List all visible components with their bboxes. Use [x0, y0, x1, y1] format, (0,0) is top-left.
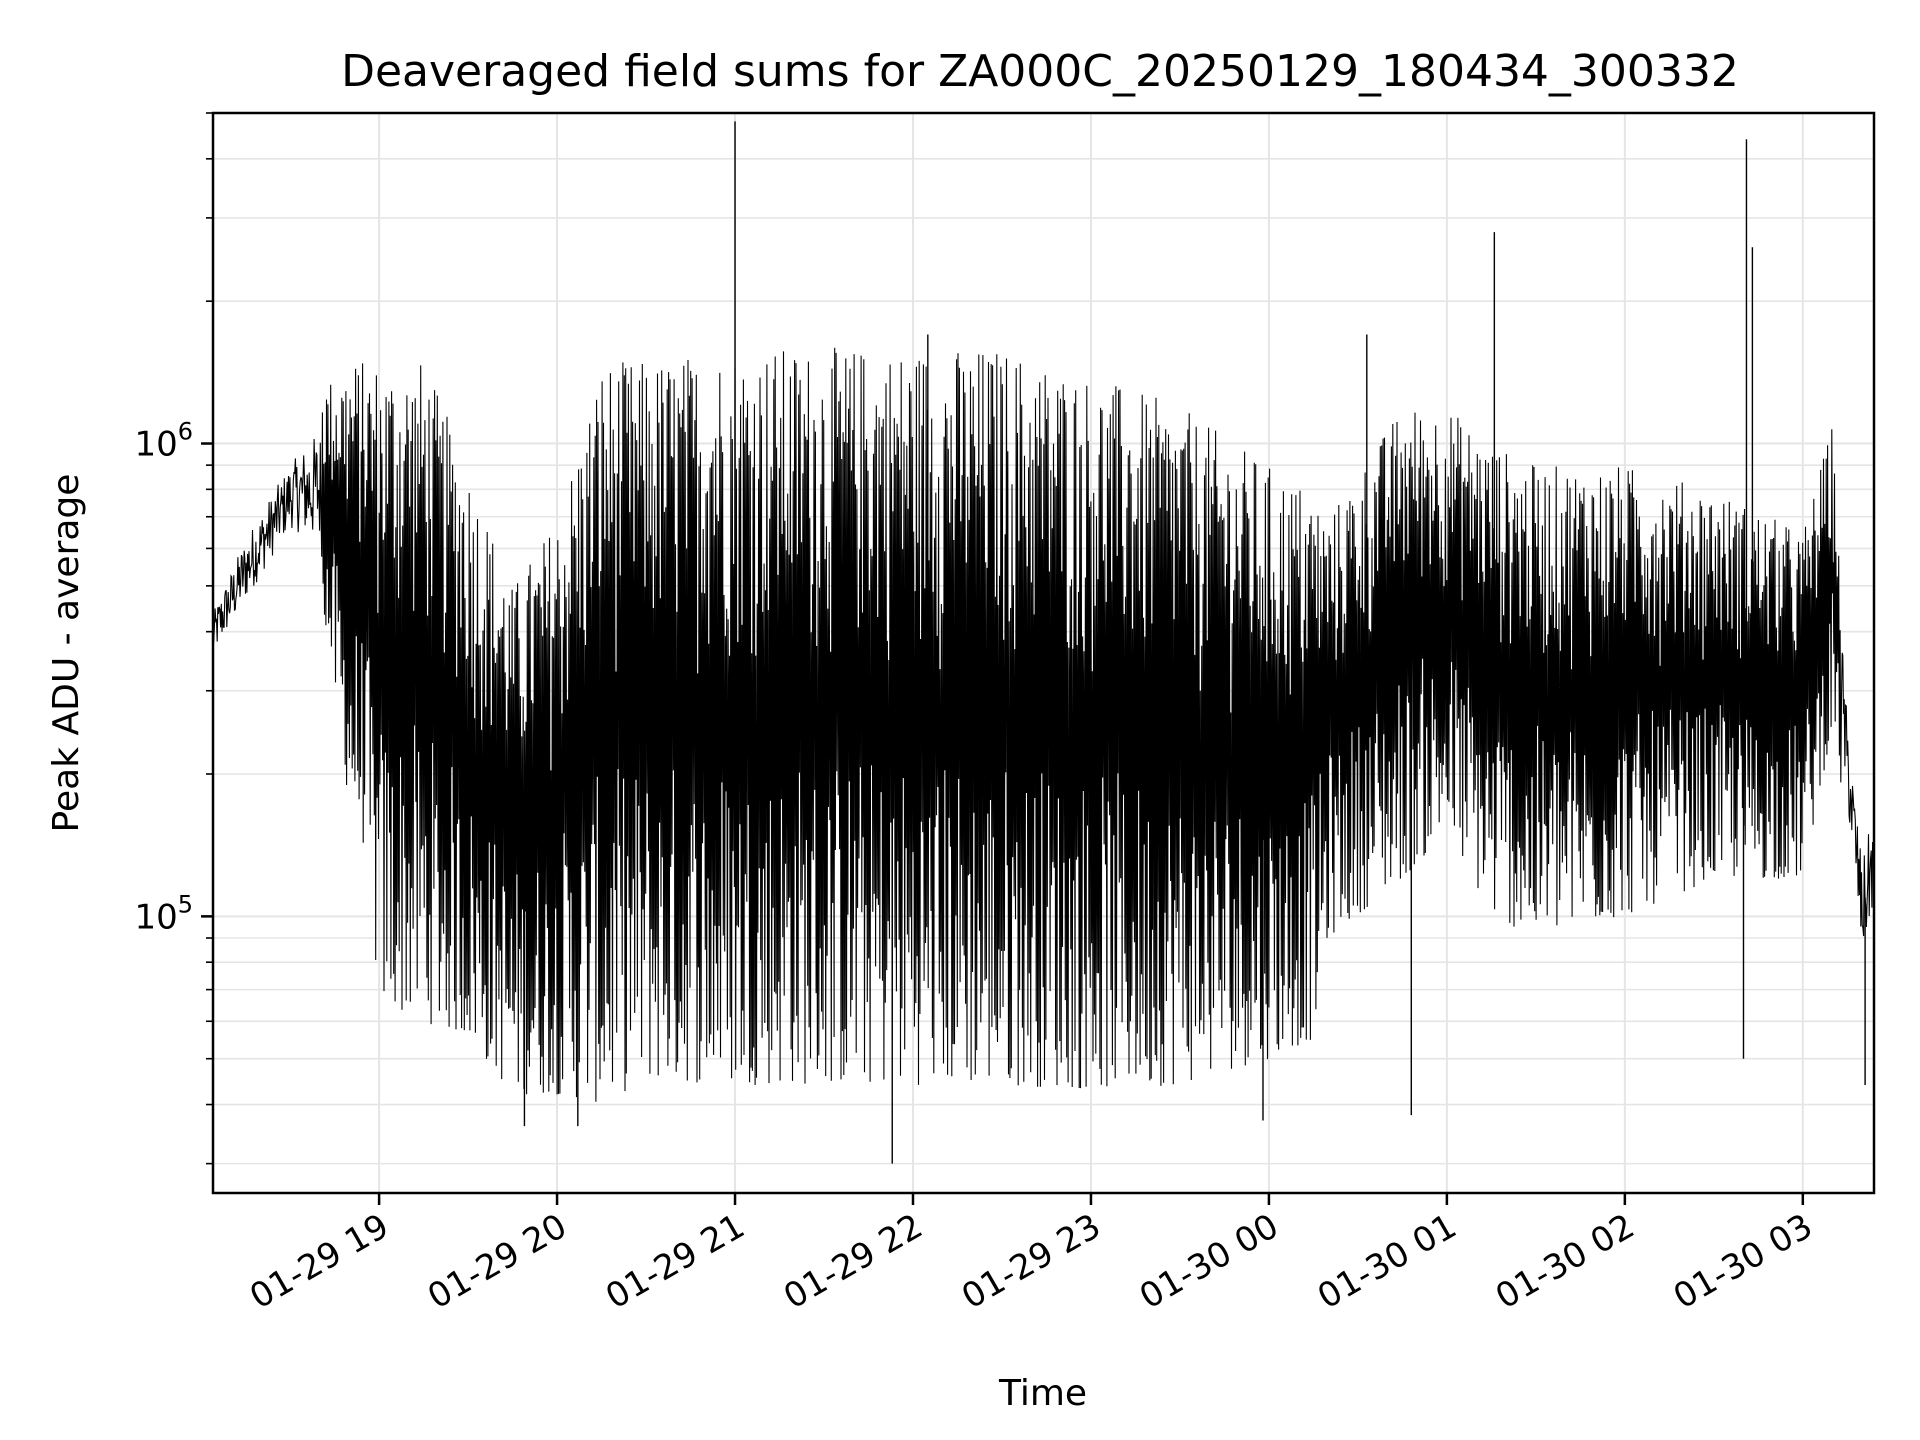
plot-frame — [211, 111, 1876, 1195]
y-axis-label: Peak ADU - average — [46, 474, 87, 833]
series-trace — [213, 121, 1874, 1164]
x-axis-label: Time — [998, 1373, 1087, 1414]
series-line — [213, 347, 1874, 1102]
y-tick-label: 106 — [134, 418, 193, 465]
chart-title: Deaveraged field sums for ZA000C_2025012… — [341, 46, 1739, 97]
y-tick-label: 105 — [134, 890, 193, 937]
